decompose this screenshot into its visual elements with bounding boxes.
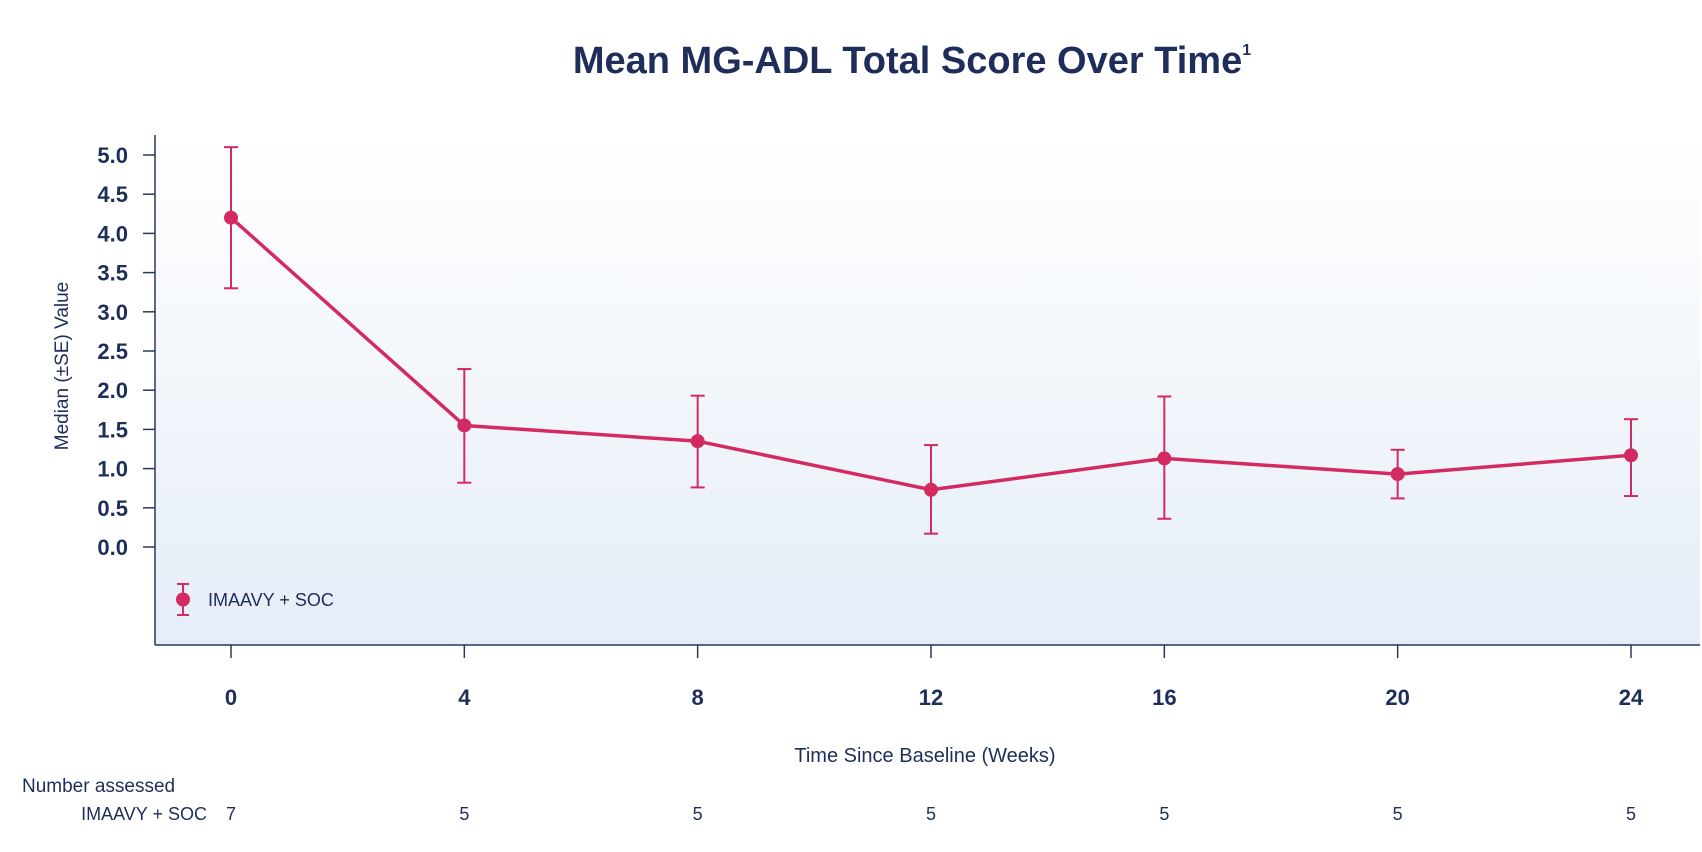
number-assessed-value: 5 [459,804,469,824]
legend: IMAAVY + SOC [176,583,334,616]
number-assessed-value: 5 [693,804,703,824]
data-point [690,434,705,449]
x-tick-label: 0 [225,685,237,710]
number-assessed-value: 5 [1626,804,1636,824]
y-axis-ticks: 5.0 4.5 4.0 3.5 3.0 2.5 2.0 1.5 1.0 0.5 0.0 [97,143,155,560]
data-point [924,482,938,497]
y-tick-label: 5.0 [97,143,128,168]
number-assessed-value: 5 [1393,804,1403,824]
y-tick-label: 3.5 [97,261,128,286]
number-assessed-value: 5 [926,804,936,824]
number-assessed-value: 7 [226,804,236,824]
plot-background [155,135,1700,645]
x-tick-label: 20 [1385,685,1409,710]
chart-title: Mean MG-ADL Total Score Over Time1 [573,40,1251,82]
y-tick-label: 4.5 [97,182,128,207]
y-tick-label: 2.5 [97,339,128,364]
legend-label: IMAAVY + SOC [208,590,334,610]
y-tick-label: 4.0 [97,221,128,246]
x-tick-label: 24 [1619,685,1644,710]
y-tick-label: 0.5 [97,496,128,521]
y-tick-label: 0.0 [97,535,128,560]
data-point [1624,448,1638,463]
number-assessed-values: 7 5 5 5 5 5 5 [226,804,1636,824]
data-point [1390,467,1405,482]
y-tick-label: 1.0 [97,457,128,482]
y-tick-label: 1.5 [97,417,128,442]
number-assessed-heading: Number assessed [22,776,175,797]
x-axis-label: Time Since Baseline (Weeks) [794,745,1055,767]
x-tick-label: 8 [692,685,704,710]
x-tick-label: 12 [919,685,943,710]
data-point [1157,451,1172,466]
y-axis-label: Median (±SE) Value [52,282,73,451]
x-axis-ticks: 0 4 8 12 16 20 24 [225,645,1644,710]
data-point [457,418,472,433]
number-assessed-row-label: IMAAVY + SOC [81,804,207,824]
data-point [224,210,238,225]
y-tick-label: 3.0 [97,300,128,325]
x-tick-label: 4 [458,685,471,710]
legend-marker [176,592,190,607]
number-assessed-value: 5 [1159,804,1169,824]
series-imaavy-soc [224,146,1638,535]
x-tick-label: 16 [1152,685,1176,710]
y-tick-label: 2.0 [97,378,128,403]
